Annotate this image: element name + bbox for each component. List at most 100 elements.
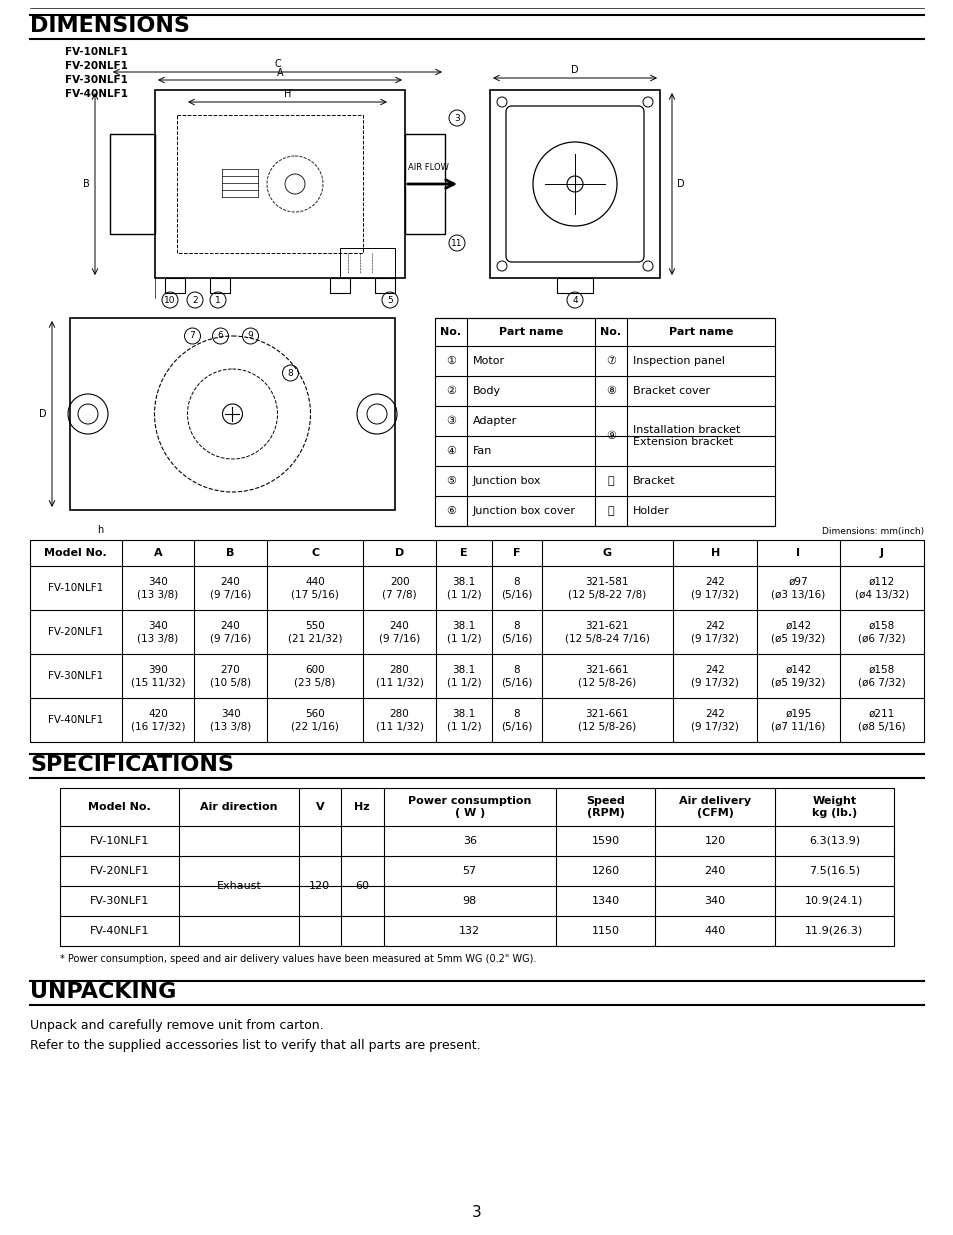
Text: FV-10NLF1: FV-10NLF1 <box>48 583 103 593</box>
Text: ⑦: ⑦ <box>605 356 616 366</box>
Text: 38.1
(1 1/2): 38.1 (1 1/2) <box>446 621 481 643</box>
Text: Installation bracket
Extension bracket: Installation bracket Extension bracket <box>633 425 740 447</box>
Text: ④: ④ <box>446 446 456 456</box>
Text: FV-10NLF1: FV-10NLF1 <box>65 47 128 57</box>
Text: No.: No. <box>440 327 461 337</box>
Bar <box>165 278 185 293</box>
Text: 98: 98 <box>462 897 476 906</box>
Text: Hz: Hz <box>355 802 370 811</box>
Text: 10: 10 <box>164 295 175 305</box>
Text: 240
(9 7/16): 240 (9 7/16) <box>210 577 251 599</box>
Text: 8
(5/16): 8 (5/16) <box>500 664 532 687</box>
Text: Weight
kg (lb.): Weight kg (lb.) <box>811 797 856 818</box>
Text: 1150: 1150 <box>591 926 618 936</box>
Text: No.: No. <box>599 327 621 337</box>
Text: Holder: Holder <box>633 506 669 516</box>
Text: FV-20NLF1: FV-20NLF1 <box>65 61 128 70</box>
Text: 132: 132 <box>458 926 479 936</box>
Text: 6.3(13.9): 6.3(13.9) <box>808 836 859 846</box>
Text: 340
(13 3/8): 340 (13 3/8) <box>137 577 178 599</box>
Text: 200
(7 7/8): 200 (7 7/8) <box>382 577 416 599</box>
Text: FV-10NLF1: FV-10NLF1 <box>90 836 150 846</box>
Text: 120: 120 <box>703 836 725 846</box>
Bar <box>210 278 230 293</box>
Text: D: D <box>395 548 404 558</box>
Text: * Power consumption, speed and air delivery values have been measured at 5mm WG : * Power consumption, speed and air deliv… <box>60 953 536 965</box>
Text: A: A <box>276 68 283 78</box>
Text: 240
(9 7/16): 240 (9 7/16) <box>210 621 251 643</box>
Text: 10.9(24.1): 10.9(24.1) <box>804 897 862 906</box>
Text: ø142
(ø5 19/32): ø142 (ø5 19/32) <box>771 664 824 687</box>
Text: 3: 3 <box>454 114 459 122</box>
Text: Dimensions: mm(inch): Dimensions: mm(inch) <box>821 527 923 536</box>
Text: FV-40NLF1: FV-40NLF1 <box>65 89 128 99</box>
Text: 240
(9 7/16): 240 (9 7/16) <box>378 621 419 643</box>
Text: 7: 7 <box>190 331 195 341</box>
Text: Body: Body <box>473 387 500 396</box>
Text: 38.1
(1 1/2): 38.1 (1 1/2) <box>446 664 481 687</box>
Text: E: E <box>459 548 467 558</box>
Text: C: C <box>311 548 319 558</box>
Text: 440: 440 <box>703 926 725 936</box>
Bar <box>490 90 659 278</box>
Text: 38.1
(1 1/2): 38.1 (1 1/2) <box>446 709 481 731</box>
Text: ②: ② <box>446 387 456 396</box>
Text: AIR FLOW: AIR FLOW <box>407 163 448 172</box>
Text: 120: 120 <box>309 881 330 890</box>
Text: 240: 240 <box>703 866 725 876</box>
Text: Bracket: Bracket <box>633 475 675 487</box>
Text: Power consumption
( W ): Power consumption ( W ) <box>408 797 531 818</box>
Text: 242
(9 17/32): 242 (9 17/32) <box>691 621 739 643</box>
Text: FV-30NLF1: FV-30NLF1 <box>90 897 150 906</box>
Text: 57: 57 <box>462 866 476 876</box>
Text: ⑫: ⑫ <box>607 506 614 516</box>
Text: 1590: 1590 <box>591 836 619 846</box>
Text: ⑪: ⑪ <box>607 475 614 487</box>
Text: ①: ① <box>446 356 456 366</box>
Text: h: h <box>97 525 103 535</box>
Bar <box>60 788 893 946</box>
Text: 2: 2 <box>192 295 197 305</box>
Text: 340: 340 <box>703 897 725 906</box>
Bar <box>435 317 774 526</box>
Text: FV-30NLF1: FV-30NLF1 <box>65 75 128 85</box>
Text: Part name: Part name <box>498 327 562 337</box>
Text: F: F <box>513 548 520 558</box>
Text: Motor: Motor <box>473 356 504 366</box>
Text: Fan: Fan <box>473 446 492 456</box>
Text: ⑥: ⑥ <box>446 506 456 516</box>
Text: I: I <box>796 548 800 558</box>
Text: H: H <box>710 548 719 558</box>
Bar <box>177 115 363 253</box>
Text: ø112
(ø4 13/32): ø112 (ø4 13/32) <box>854 577 908 599</box>
Text: 11.9(26.3): 11.9(26.3) <box>804 926 862 936</box>
Text: 1340: 1340 <box>591 897 619 906</box>
Text: Junction box cover: Junction box cover <box>473 506 576 516</box>
Text: V: V <box>315 802 324 811</box>
Text: 340
(13 3/8): 340 (13 3/8) <box>137 621 178 643</box>
Text: ø97
(ø3 13/16): ø97 (ø3 13/16) <box>771 577 824 599</box>
Text: 8
(5/16): 8 (5/16) <box>500 621 532 643</box>
Text: Exhaust: Exhaust <box>216 881 261 890</box>
Text: 242
(9 17/32): 242 (9 17/32) <box>691 664 739 687</box>
Text: J: J <box>879 548 882 558</box>
Text: D: D <box>571 65 578 75</box>
Text: 36: 36 <box>462 836 476 846</box>
Text: 600
(23 5/8): 600 (23 5/8) <box>294 664 335 687</box>
Text: 420
(16 17/32): 420 (16 17/32) <box>131 709 185 731</box>
Text: 440
(17 5/16): 440 (17 5/16) <box>291 577 338 599</box>
Text: 9: 9 <box>248 331 253 341</box>
Text: ⑨: ⑨ <box>605 431 616 441</box>
Text: FV-30NLF1: FV-30NLF1 <box>48 671 103 680</box>
Text: 242
(9 17/32): 242 (9 17/32) <box>691 577 739 599</box>
Text: 390
(15 11/32): 390 (15 11/32) <box>131 664 185 687</box>
Text: D: D <box>39 409 47 419</box>
Text: H: H <box>283 89 291 99</box>
Text: A: A <box>153 548 162 558</box>
Text: ø158
(ø6 7/32): ø158 (ø6 7/32) <box>857 621 904 643</box>
Text: Refer to the supplied accessories list to verify that all parts are present.: Refer to the supplied accessories list t… <box>30 1039 480 1052</box>
Text: Bracket cover: Bracket cover <box>633 387 709 396</box>
Text: 8
(5/16): 8 (5/16) <box>500 709 532 731</box>
Bar <box>405 135 444 233</box>
Text: D: D <box>677 179 684 189</box>
